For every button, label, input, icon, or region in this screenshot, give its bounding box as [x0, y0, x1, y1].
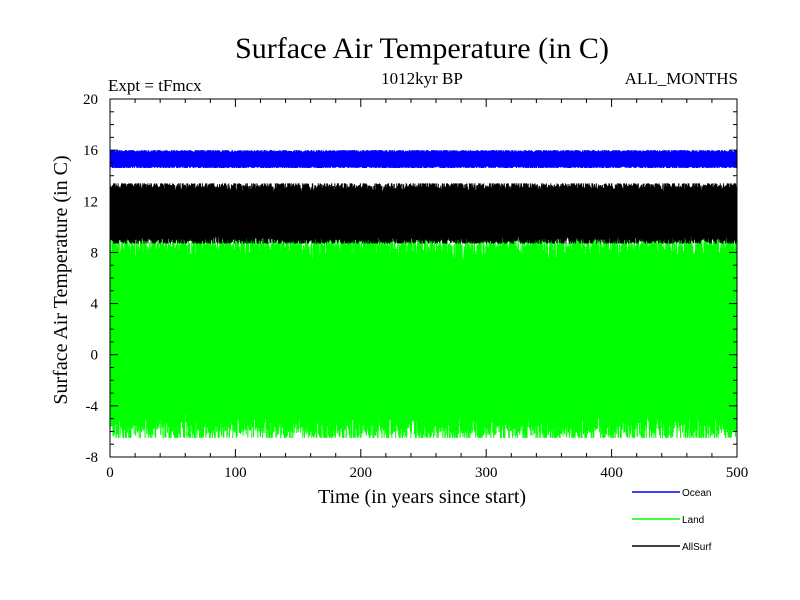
- y-tick-label: 8: [91, 245, 99, 261]
- x-tick-label: 100: [224, 465, 247, 481]
- y-tick-label: 4: [91, 297, 99, 313]
- series-allsurf: [109, 183, 738, 244]
- x-tick-label: 0: [106, 465, 114, 481]
- y-tick-label: 12: [83, 194, 98, 210]
- y-tick-label: 20: [83, 92, 98, 108]
- series-ocean: [109, 150, 738, 169]
- x-tick-label: 400: [600, 465, 623, 481]
- chart-subtitle: 1012kyr BP: [381, 69, 463, 88]
- y-tick-label: -4: [86, 399, 99, 415]
- x-tick-label: 200: [350, 465, 373, 481]
- series-land: [109, 235, 738, 438]
- months-label: ALL_MONTHS: [625, 69, 738, 88]
- y-tick-label: 0: [91, 348, 99, 364]
- legend: Ocean Land AllSurf: [632, 488, 712, 553]
- legend-label-ocean: Ocean: [682, 488, 711, 499]
- legend-label-allsurf: AllSurf: [682, 542, 712, 553]
- expt-label: Expt = tFmcx: [108, 76, 202, 95]
- chart-title: Surface Air Temperature (in C): [235, 32, 609, 65]
- x-tick-label: 300: [475, 465, 498, 481]
- y-axis-label: Surface Air Temperature (in C): [50, 155, 72, 404]
- x-tick-label: 500: [726, 465, 749, 481]
- series-layer: [109, 150, 738, 438]
- x-axis-label: Time (in years since start): [318, 486, 526, 508]
- axis-layer: 0 100 200 300 400 500 -8 -4 0 4 8 12 16 20: [83, 92, 748, 481]
- y-tick-label: 16: [83, 143, 99, 159]
- legend-label-land: Land: [682, 515, 704, 526]
- y-tick-label: -8: [86, 450, 99, 466]
